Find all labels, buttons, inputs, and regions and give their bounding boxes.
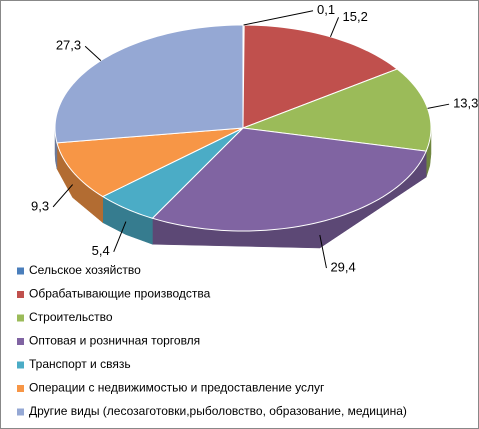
data-label: 15,2: [343, 9, 368, 24]
legend-swatch: [17, 385, 24, 392]
data-label: 27,3: [56, 38, 81, 53]
leader-line: [329, 17, 340, 38]
legend-swatch: [17, 291, 24, 298]
legend-label: Транспорт и связь: [29, 357, 131, 371]
leader-line: [319, 234, 327, 269]
legend-swatch: [17, 267, 24, 275]
legend-label: Обрабатывающие производства: [29, 287, 211, 301]
legend-swatch: [17, 314, 24, 322]
data-label: 9,3: [31, 198, 49, 213]
legend-swatch: [17, 361, 24, 369]
legend-label: Сельское хозяйство: [29, 263, 141, 277]
legend-swatch: [17, 338, 24, 345]
legend-label: Строительство: [29, 310, 113, 324]
legend-swatch: [17, 408, 24, 416]
data-label: 5,4: [92, 243, 110, 258]
data-label: 13,3: [453, 96, 478, 111]
slice: [151, 127, 427, 232]
legend-label: Другие виды (лесозаготовки,рыболовство, …: [29, 404, 407, 418]
slice: [56, 127, 244, 198]
data-label: 29,4: [330, 260, 355, 275]
leader-line: [243, 10, 314, 26]
leader-line: [113, 221, 127, 252]
leader-line: [52, 184, 74, 208]
leader-line: [84, 45, 102, 61]
leader-line: [427, 103, 450, 109]
data-label: 0,1: [317, 2, 335, 17]
slice: [101, 127, 244, 219]
legend-label: Оптовая и розничная торговля: [29, 334, 200, 348]
legend-label: Операции с недвижимостью и предоставлени…: [29, 381, 325, 395]
